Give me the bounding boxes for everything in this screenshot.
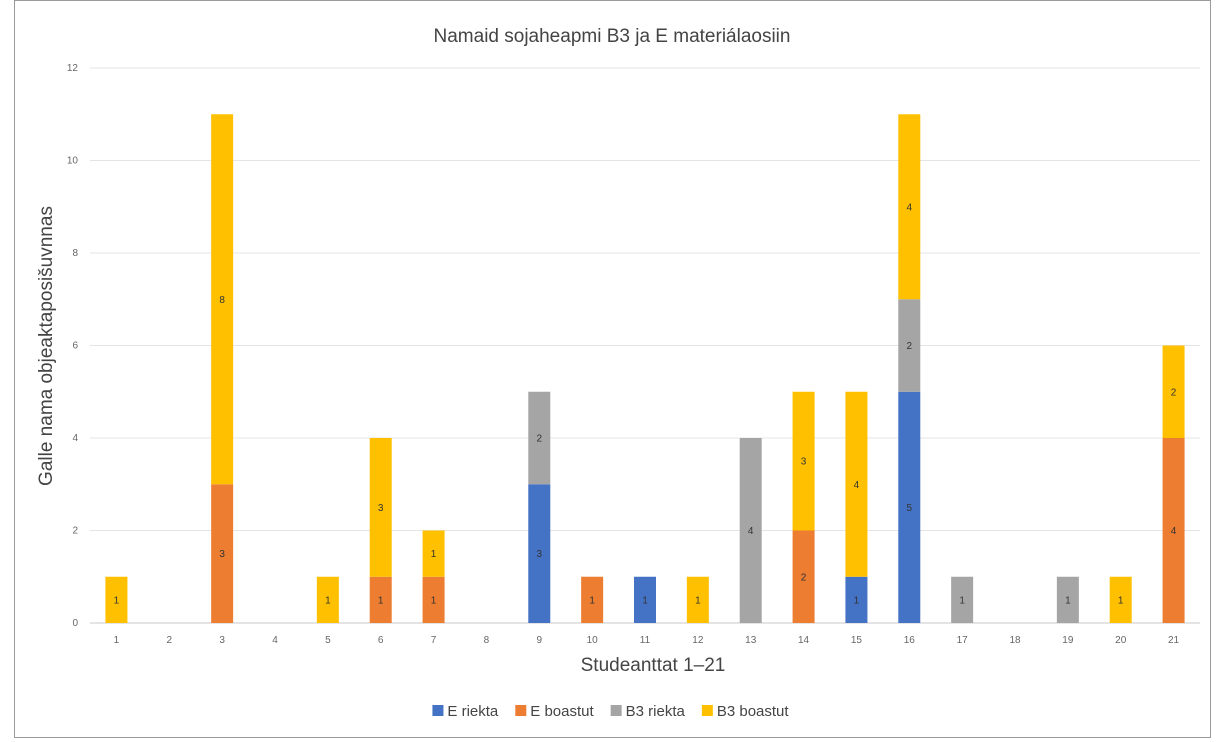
bar-segment	[369, 438, 392, 577]
data-label: 1	[959, 595, 965, 606]
data-label: 1	[1065, 595, 1071, 606]
bar-segment	[898, 391, 921, 623]
x-tick-label: 19	[1062, 635, 1074, 646]
legend-swatch	[610, 705, 622, 716]
data-label: 4	[1171, 526, 1177, 537]
y-tick-label: 0	[72, 618, 78, 629]
bar-segment	[792, 530, 815, 623]
bar-segment	[211, 484, 234, 623]
bar-segment	[686, 576, 709, 623]
data-label: 2	[801, 572, 807, 583]
legend-swatch	[515, 705, 527, 716]
data-label: 1	[431, 595, 437, 606]
data-label: 4	[907, 202, 913, 213]
x-tick-label: 17	[957, 635, 969, 646]
data-label: 3	[537, 549, 543, 560]
x-tick-label: 7	[431, 635, 437, 646]
x-tick-label: 1	[114, 635, 120, 646]
data-label: 4	[748, 526, 754, 537]
bar-segment	[105, 576, 128, 623]
y-tick-label: 2	[72, 526, 78, 537]
x-tick-label: 3	[219, 635, 225, 646]
bar-segment	[1162, 345, 1185, 438]
x-axis-ticks: 1 2 3 4 5 6 7 8 9 10 11 12 13 14 15 16 17 18 19 20 21	[114, 635, 1180, 646]
legend-swatch	[432, 705, 444, 716]
bar-segment	[898, 114, 921, 300]
y-tick-label: 8	[72, 248, 78, 259]
data-label: 1	[1118, 595, 1124, 606]
data-label: 4	[854, 480, 860, 491]
data-label: 8	[219, 295, 225, 306]
x-axis-title: Studeanttat 1–21	[581, 655, 726, 676]
bar-segment	[634, 576, 656, 623]
x-tick-label: 11	[640, 635, 651, 646]
gridlines	[90, 67, 1200, 624]
x-tick-label: 8	[484, 635, 490, 646]
y-tick-label: 10	[67, 156, 79, 167]
y-tick-label: 4	[72, 433, 78, 444]
data-label: 1	[642, 595, 648, 606]
bar-segment	[845, 576, 868, 623]
x-tick-label: 14	[798, 635, 810, 646]
bar-segment	[211, 114, 234, 485]
data-label: 1	[114, 595, 120, 606]
x-tick-label: 18	[1009, 635, 1021, 646]
bar-segment	[1109, 576, 1132, 623]
data-label: 1	[589, 595, 595, 606]
data-label: 1	[695, 595, 701, 606]
legend-label: E boastut	[530, 703, 594, 720]
bar-segment	[845, 391, 868, 577]
x-tick-label: 2	[167, 635, 173, 646]
data-label: 1	[431, 549, 437, 560]
y-axis-title: Galle nama objeaktaposišuvnnas	[36, 206, 57, 486]
bar-segment	[316, 576, 339, 623]
bar-segment	[581, 576, 604, 623]
x-tick-label: 16	[904, 635, 916, 646]
x-tick-label: 5	[325, 635, 331, 646]
bar-segment	[792, 391, 815, 531]
bar-segment	[422, 530, 445, 577]
y-tick-label: 12	[67, 63, 79, 74]
stacked-bar-chart: Namaid sojaheapmi B3 ja E materiálaosiin…	[36, 26, 1200, 720]
x-tick-label: 10	[587, 635, 599, 646]
x-tick-label: 21	[1168, 635, 1180, 646]
x-tick-label: 4	[272, 635, 278, 646]
legend-label: B3 boastut	[717, 703, 790, 720]
data-label: 1	[378, 595, 384, 606]
bar-segment	[898, 299, 921, 392]
x-tick-label: 13	[745, 635, 757, 646]
legend-label: B3 riekta	[626, 703, 686, 720]
bar-segment	[951, 576, 974, 623]
legend-swatch	[701, 705, 713, 716]
data-label: 2	[907, 341, 913, 352]
data-label: 3	[801, 457, 807, 468]
x-tick-label: 15	[851, 635, 863, 646]
data-label: 3	[378, 503, 384, 514]
x-tick-label: 12	[692, 635, 704, 646]
data-label: 5	[907, 503, 913, 514]
legend: E riekta E boastut B3 riekta B3 boastut	[432, 703, 789, 720]
legend-label: E riekta	[447, 703, 499, 720]
bar-segment	[1056, 576, 1079, 623]
x-tick-label: 20	[1115, 635, 1127, 646]
bars: 1 3 8 1 1 3 1 1 3 2 1 1 1 4 2 3 1 4 5 2 4 1 1 1 4 2	[105, 114, 1185, 623]
x-tick-label: 9	[537, 635, 543, 646]
chart-frame: Namaid sojaheapmi B3 ja E materiálaosiin…	[14, 0, 1211, 738]
bar-segment	[369, 576, 392, 623]
y-tick-label: 6	[72, 341, 78, 352]
chart-title: Namaid sojaheapmi B3 ja E materiálaosiin	[434, 26, 791, 47]
bar-segment	[1162, 438, 1185, 623]
data-label: 1	[854, 595, 860, 606]
data-label: 2	[537, 434, 543, 445]
bar-segment	[422, 576, 445, 623]
bar-segment	[528, 391, 551, 485]
bar-segment	[739, 438, 762, 623]
bar-segment	[528, 484, 551, 623]
data-label: 3	[219, 549, 225, 560]
data-label: 1	[325, 595, 331, 606]
data-label: 2	[1171, 387, 1177, 398]
y-axis-ticks: 0 2 4 6 8 10 12	[67, 63, 79, 629]
x-tick-label: 6	[378, 635, 384, 646]
